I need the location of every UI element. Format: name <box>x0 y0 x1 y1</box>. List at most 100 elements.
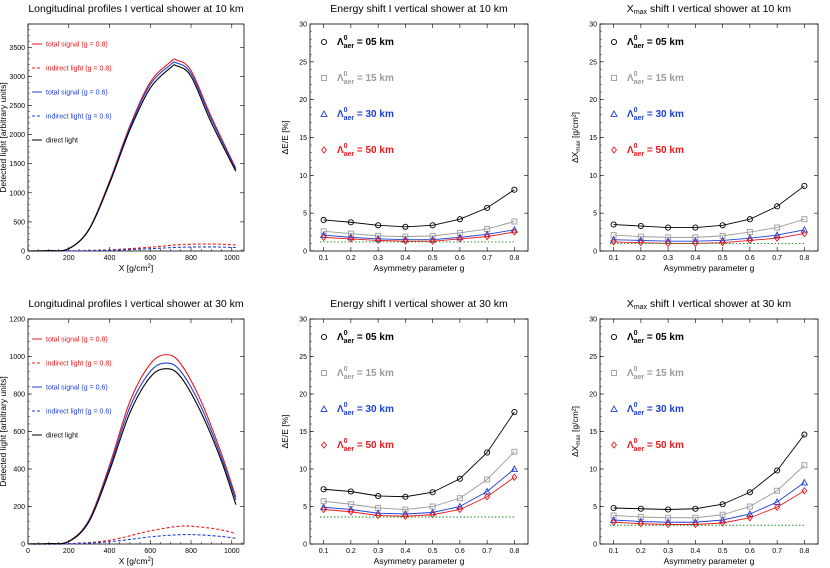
data-point-circle-8 <box>801 182 808 189</box>
x-tick-label: 0.4 <box>401 255 411 262</box>
data-point-square-6 <box>456 495 463 502</box>
data-point-square-8 <box>801 462 808 469</box>
x-tick-label: 0.4 <box>691 255 701 262</box>
y-tick-label: 30 <box>299 317 307 324</box>
data-point-circle-1 <box>610 504 617 512</box>
legend-label-2: Λ0 aer = 15 km <box>627 71 684 86</box>
series-line-5 <box>27 368 237 545</box>
data-point-diamond-0 <box>611 441 617 449</box>
y-tick-label: 25 <box>589 59 597 66</box>
y-tick-label: 200 <box>13 504 25 511</box>
series-line-3 <box>323 229 515 241</box>
series-line-3 <box>613 229 805 242</box>
y-tick-label: 5 <box>303 504 307 511</box>
y-tick-label: 25 <box>299 59 307 66</box>
data-point-circle-0 <box>320 38 328 46</box>
data-point-diamond-2 <box>637 238 644 247</box>
data-point-diamond-5 <box>429 511 436 519</box>
x-tick-label: 0.1 <box>609 255 619 262</box>
x-axis-label: Asymmetry parameter g <box>374 556 465 566</box>
x-tick-label: 0.6 <box>745 255 755 262</box>
data-point-diamond-4 <box>402 237 409 245</box>
x-tick-label: 600 <box>144 255 156 262</box>
data-point-circle-3 <box>375 222 382 229</box>
data-point-diamond-8 <box>511 228 518 236</box>
data-point-square-4 <box>692 514 699 521</box>
series-line-1 <box>613 434 805 510</box>
data-point-square-3 <box>665 514 672 521</box>
data-point-diamond-1 <box>320 233 327 242</box>
data-point-square-7 <box>774 487 781 494</box>
x-tick-label: 0.7 <box>482 548 492 555</box>
x-tick-label: 0.7 <box>482 255 492 262</box>
legend-label-1: total signal (g = 0.8) <box>46 337 108 344</box>
plot-frame <box>309 23 529 252</box>
data-point-circle-5 <box>429 489 436 496</box>
data-point-diamond-3 <box>375 511 382 520</box>
data-point-circle-0 <box>610 333 618 341</box>
chart-panel-6: Xmax shift I vertical shower at 30 km 0.1… <box>570 298 819 566</box>
data-point-circle-0 <box>610 38 618 46</box>
data-point-diamond-5 <box>719 519 726 527</box>
series-line-2 <box>613 464 805 519</box>
series-line-1 <box>27 354 237 545</box>
data-point-circle-4 <box>402 493 409 500</box>
data-point-triangle-6 <box>746 510 754 517</box>
y-tick-label: 3000 <box>9 74 25 81</box>
series-line-1 <box>323 189 515 228</box>
data-point-diamond-3 <box>665 520 672 529</box>
legend-label-1: Λ0 aer = 05 km <box>627 35 684 50</box>
data-point-diamond-7 <box>484 493 491 501</box>
y-tick-label: 5 <box>303 211 307 218</box>
series-line-5 <box>27 64 237 252</box>
y-tick-label: 10 <box>589 173 597 180</box>
data-point-circle-4 <box>692 505 699 512</box>
y-tick-label: 0 <box>303 542 307 549</box>
x-axis-label: Asymmetry parameter g <box>664 556 755 566</box>
legend-label-5: direct light <box>46 138 78 145</box>
plot-frame <box>309 318 529 545</box>
chart-panel-4: Longitudinal profiles I vertical shower … <box>0 298 245 566</box>
data-point-circle-3 <box>375 492 382 500</box>
data-point-circle-7 <box>774 467 781 474</box>
data-point-diamond-6 <box>456 235 463 243</box>
x-tick-label: 400 <box>104 548 116 555</box>
data-point-square-8 <box>511 218 518 225</box>
x-tick-label: 0.1 <box>319 548 329 555</box>
legend-label-3: total signal (g = 0.6) <box>46 90 108 97</box>
data-point-diamond-8 <box>801 487 808 495</box>
data-point-circle-2 <box>347 219 354 226</box>
data-point-diamond-5 <box>719 238 726 247</box>
data-point-triangle-7 <box>773 231 781 238</box>
legend-label-3: Λ0 aer = 30 km <box>627 107 684 122</box>
x-tick-label: 0.1 <box>319 255 329 262</box>
data-point-square-0 <box>321 370 327 376</box>
y-tick-label: 20 <box>589 392 597 399</box>
y-tick-label: 0 <box>593 542 597 549</box>
series-line-2 <box>27 525 236 545</box>
x-tick-label: 0.8 <box>800 548 810 555</box>
data-point-diamond-4 <box>692 239 699 248</box>
y-axis-label: ΔE/E [%] <box>280 414 290 448</box>
data-point-square-1 <box>610 232 617 239</box>
data-point-diamond-3 <box>665 239 672 248</box>
data-point-circle-6 <box>456 216 463 223</box>
data-point-circle-5 <box>429 222 436 229</box>
x-tick-label: 0.1 <box>609 548 619 555</box>
data-point-circle-1 <box>320 486 327 493</box>
chart-title: Longitudinal profiles I vertical shower … <box>28 3 244 15</box>
y-tick-label: 15 <box>299 135 307 142</box>
data-point-circle-2 <box>637 505 644 512</box>
data-point-diamond-4 <box>692 520 699 529</box>
x-axis-label: X [g/cm2] <box>119 556 154 566</box>
data-point-square-2 <box>637 514 644 520</box>
series-line-4 <box>27 533 236 545</box>
y-tick-label: 5 <box>593 504 597 511</box>
y-tick-label: 30 <box>589 317 597 324</box>
data-point-circle-6 <box>456 475 463 482</box>
series-line-1 <box>613 185 805 228</box>
legend-label-2: indirect light (g = 0.8) <box>46 361 112 368</box>
data-point-diamond-8 <box>801 229 808 238</box>
series-line-2 <box>323 451 515 510</box>
data-point-diamond-8 <box>511 473 518 481</box>
